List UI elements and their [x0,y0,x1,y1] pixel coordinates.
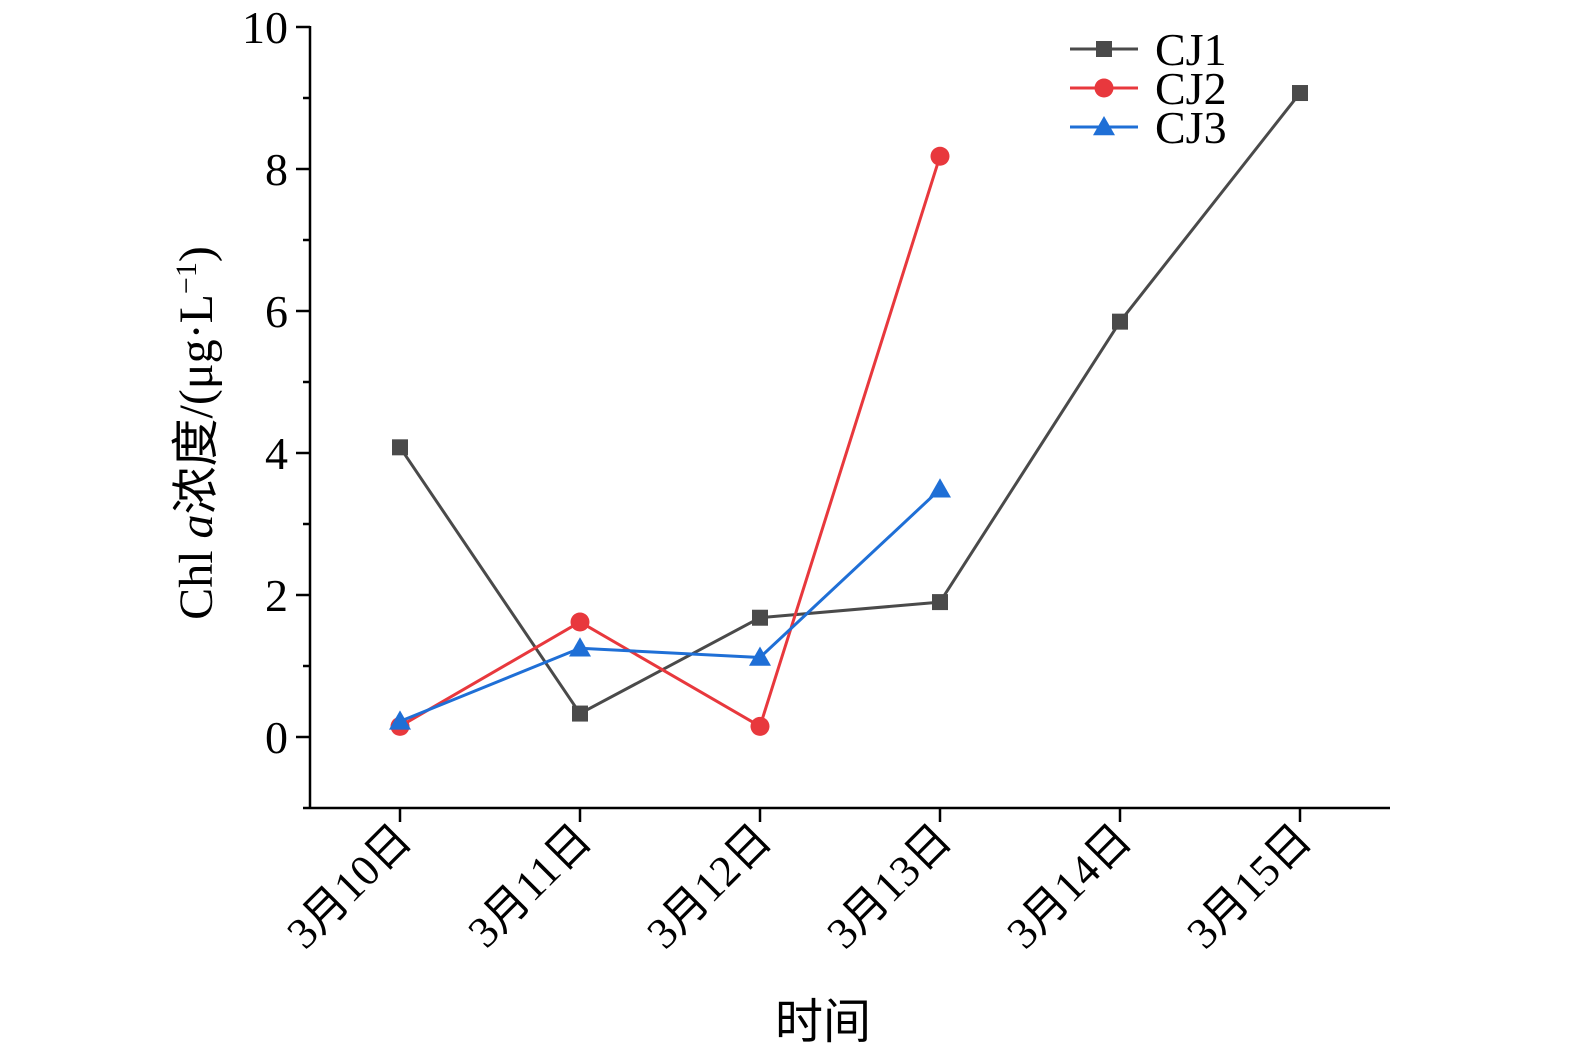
series-layer [389,85,1308,736]
series-line [398,92,1302,716]
data-point [929,478,951,498]
data-point [932,594,948,611]
legend-item: CJ3 [1070,102,1227,153]
series-line [399,488,942,723]
data-point [392,439,408,456]
x-tick-label: 3月15日 [1178,814,1322,958]
data-point [752,609,768,626]
legend-item: CJ1 [1070,24,1227,75]
series-line [399,155,942,728]
data-point [569,637,591,657]
y-axis-title: Chl a浓度/(μg·L−1) [170,246,223,620]
legend-label: CJ3 [1155,102,1227,153]
y-axis-title-italic: a [170,514,223,538]
series-cj2 [390,146,950,736]
legend-label: CJ1 [1155,24,1227,75]
y-tick-label: 10 [242,2,288,53]
x-axis-title: 时间 [775,996,871,1049]
data-point [1292,85,1308,102]
legend-label: CJ2 [1155,63,1227,114]
legend-item: CJ2 [1070,63,1227,114]
legend-marker [1093,116,1115,136]
data-point [749,646,771,666]
data-point [570,612,590,632]
series-cj3 [389,478,951,730]
data-point [930,146,950,166]
data-point [572,705,588,722]
x-tick-label: 3月12日 [638,814,782,958]
y-tick-label: 4 [265,428,288,479]
y-axis-title-prefix: Chl [170,538,223,619]
x-tick-label: 3月11日 [459,814,601,956]
data-point [750,716,770,736]
legend-marker [1096,41,1112,57]
x-tick-label: 3月14日 [998,814,1142,958]
series-cj1 [392,85,1308,722]
data-point [1112,313,1128,330]
x-tick-label: 3月13日 [818,814,962,958]
y-tick-label: 2 [265,570,288,621]
data-point [389,710,411,730]
y-tick-label: 6 [265,286,288,337]
y-axis-title-close: ) [170,246,223,262]
legend-marker [1094,78,1114,98]
x-tick-label: 3月10日 [278,814,422,958]
y-tick-label: 8 [265,144,288,195]
y-axis-title-sup: −1 [170,262,203,294]
y-tick-label: 0 [265,712,288,763]
y-axis-title-suffix: 浓度/(μg·L [170,294,223,514]
